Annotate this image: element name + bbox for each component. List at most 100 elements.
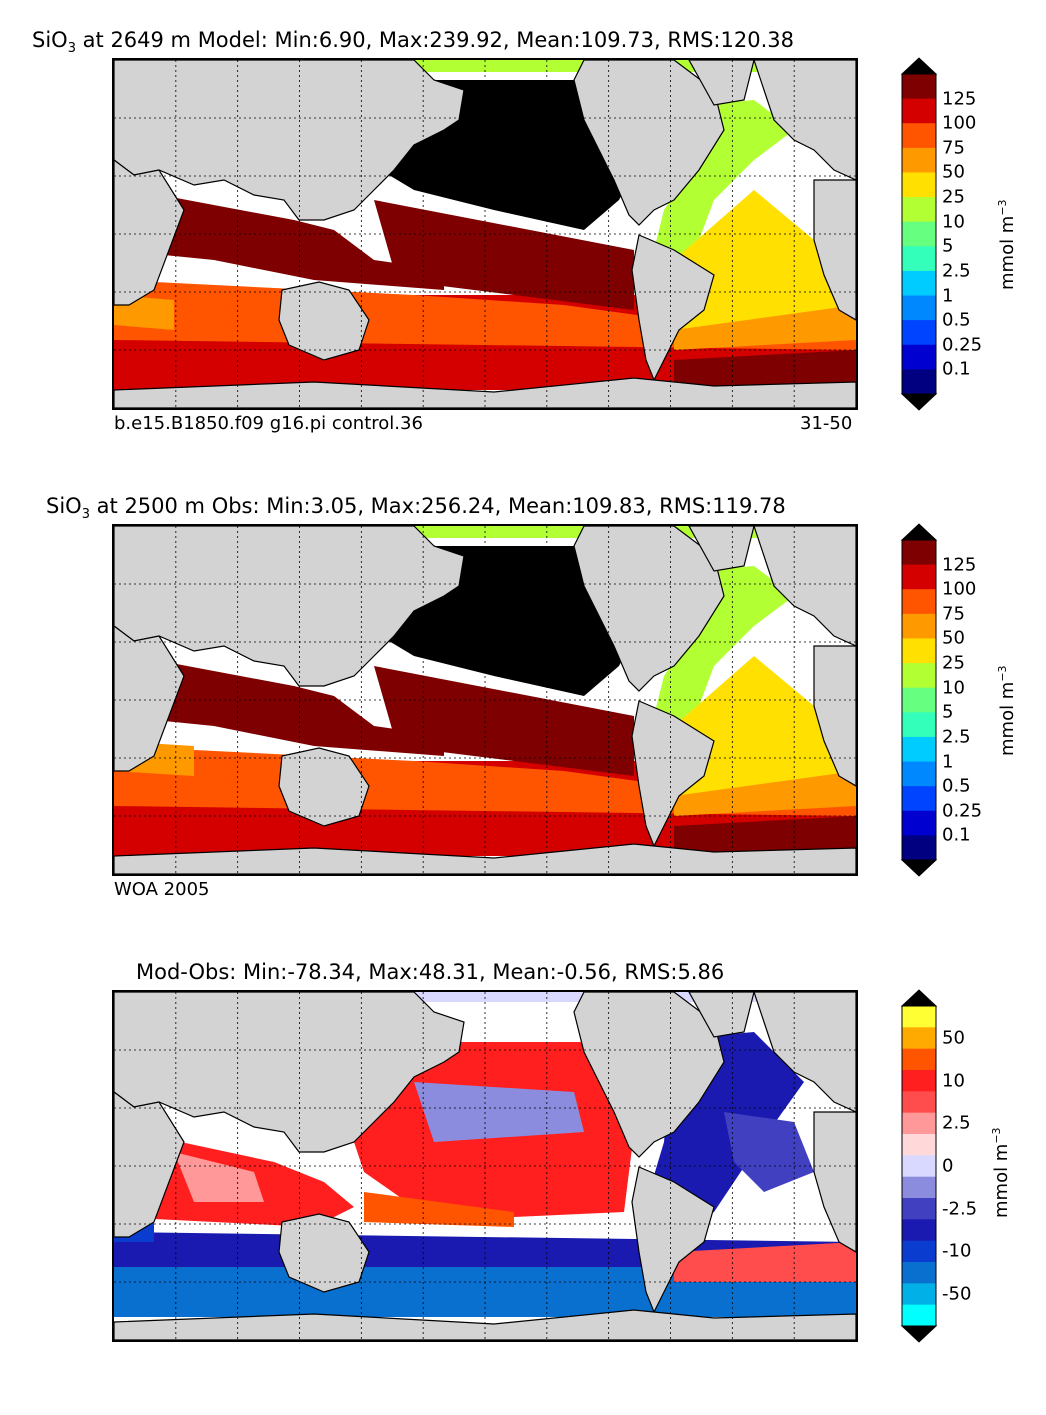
colorbar-tick-label: 100 [942, 112, 977, 134]
colorbar-swatch [902, 761, 936, 787]
colorbar-swatch [902, 1240, 936, 1263]
colorbar-swatch [902, 320, 936, 346]
colorbar-swatch [902, 1006, 936, 1028]
colorbar-swatch [902, 295, 936, 321]
map-svg [114, 992, 856, 1340]
colorbar-swatch [902, 613, 936, 639]
colorbar-swatch [902, 1091, 936, 1114]
colorbar-swatch [902, 1219, 936, 1242]
atlantic-antarctic [674, 816, 856, 856]
colorbar-top-extend [900, 989, 938, 1007]
colorbar-bottom-extend [900, 393, 938, 411]
graticule [114, 992, 856, 1340]
colorbar-swatch [902, 172, 936, 198]
colorbar-bottom-extend [900, 1325, 938, 1343]
obs-colorbar [900, 523, 938, 877]
eurasia-land [114, 992, 465, 1153]
colorbar-tick-label: 10 [942, 211, 965, 233]
colorbar-tick-label: 125 [942, 554, 977, 576]
colorbar-swatch [902, 98, 936, 124]
southamerica-land [631, 234, 715, 382]
colorbar-swatch [902, 246, 936, 272]
colorbar-bottom-extend [900, 859, 938, 877]
colorbar-swatch [902, 1112, 936, 1135]
colorbar-swatch [902, 663, 936, 689]
africa-land [114, 1091, 185, 1238]
colorbar-top-extend [900, 57, 938, 75]
colorbar-tick-label: -50 [942, 1283, 972, 1305]
colorbar-tick-label: 75 [942, 137, 965, 159]
colorbar-tick-label: 0.5 [942, 775, 971, 797]
colorbar-swatch [902, 344, 936, 370]
colorbar-tick-label: 5 [942, 235, 954, 257]
africa-land [114, 625, 185, 772]
eurasia-land [114, 60, 465, 221]
europe-land [753, 526, 856, 647]
colorbar-tick-label: 0.1 [942, 358, 971, 380]
colorbar-swatch [902, 786, 936, 812]
model-map [112, 58, 858, 410]
diff-pacific-orange [364, 1192, 514, 1227]
colorbar-tick-label: 1 [942, 285, 954, 307]
colorbar-tick-label: 1 [942, 751, 954, 773]
africa-land [114, 159, 185, 306]
diff-southern-red [674, 1242, 856, 1282]
colorbar-tick-label: -2.5 [942, 1198, 978, 1220]
obs-panel: SiO3 at 2500 m Obs: Min:3.05, Max:256.24… [46, 494, 1018, 900]
diff-pacific-blue [414, 1082, 584, 1142]
south-atlantic [674, 656, 856, 796]
colorbar-swatch [902, 221, 936, 247]
colorbar-tick-label: 10 [942, 677, 965, 699]
atlantic-south-band [674, 305, 856, 350]
colorbar-swatch [902, 369, 936, 395]
colorbar-tick-label: 0.1 [942, 824, 971, 846]
africa-east-land [813, 1111, 856, 1253]
africa-east-land [813, 179, 856, 321]
colorbar-swatch [902, 1134, 936, 1156]
greenland-land [688, 526, 755, 572]
colorbar-svg [900, 523, 938, 877]
obs-colorbar-unit: mmol m−3 [996, 665, 1018, 756]
colorbar-swatch [902, 564, 936, 590]
model-colorbar-unit: mmol m−3 [996, 199, 1018, 290]
colorbar-swatch [902, 1304, 936, 1327]
colorbar-swatch [902, 687, 936, 713]
africa-east-land [813, 645, 856, 787]
colorbar-swatch [902, 589, 936, 615]
colorbar-frame [901, 539, 937, 861]
colorbar-swatch [902, 147, 936, 173]
colorbar-tick-label: 0.5 [942, 309, 971, 331]
greenland-land [688, 60, 755, 106]
colorbar-swatch [902, 835, 936, 861]
colorbar-swatch [902, 1155, 936, 1178]
colorbar-tick-label: 50 [942, 627, 965, 649]
diff-indian-pink [174, 1152, 264, 1202]
colorbar-swatch [902, 1283, 936, 1306]
colorbar-swatch [902, 270, 936, 297]
colorbar-swatch [902, 1070, 936, 1092]
graticule [114, 526, 856, 874]
colorbar-tick-label: 2.5 [942, 726, 971, 748]
model-panel: SiO3 at 2649 m Model: Min:6.90, Max:239.… [32, 28, 1018, 434]
map-svg [114, 60, 856, 408]
south-atlantic [674, 190, 856, 330]
colorbar-swatch [902, 1048, 936, 1071]
colorbar-tick-label: 75 [942, 603, 965, 625]
southamerica-land [631, 1166, 715, 1314]
colorbar-swatch [902, 736, 936, 763]
colorbar-tick-label: 25 [942, 652, 965, 674]
colorbar-swatch [902, 810, 936, 836]
colorbar-tick-label: 50 [942, 1027, 965, 1049]
europe-land [753, 60, 856, 181]
colorbar-swatch [902, 712, 936, 738]
colorbar-tick-label: 2.5 [942, 1112, 971, 1134]
colorbar-swatch [902, 638, 936, 664]
colorbar-tick-label: 0 [942, 1155, 954, 1177]
colorbar-swatch [902, 74, 936, 100]
colorbar-swatch [902, 1027, 936, 1050]
colorbar-tick-label: 10 [942, 1070, 965, 1092]
atlantic-antarctic [674, 350, 856, 390]
colorbar-tick-label: 0.25 [942, 334, 983, 356]
diff-panel: Mod-Obs: Min:-78.34, Max:48.31, Mean:-0.… [0, 960, 1046, 1415]
obs-caption-left: WOA 2005 [114, 879, 210, 900]
